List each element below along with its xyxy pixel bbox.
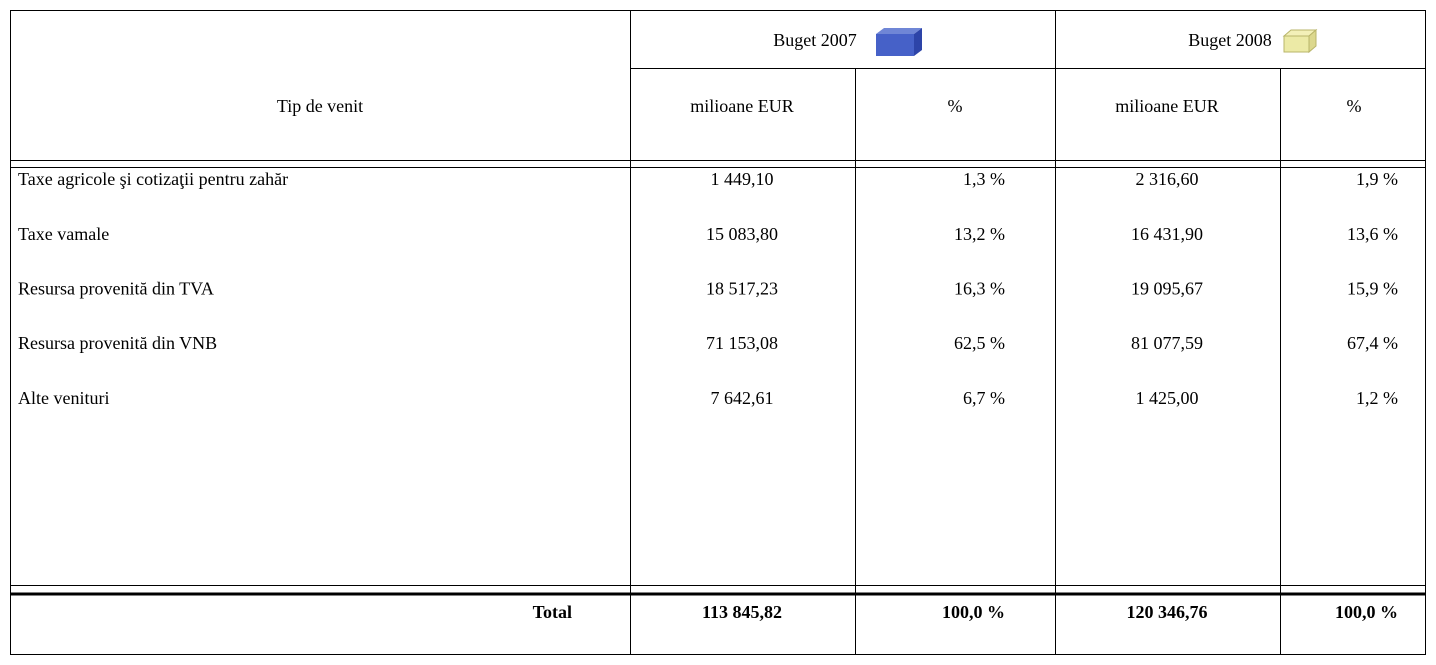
amount: 15 083,80 — [706, 224, 778, 244]
percent: 67,4 % — [1347, 333, 1398, 353]
percent: 1,3 % — [963, 169, 1005, 189]
row-label: Resursa provenită din VNB — [18, 333, 217, 353]
amount: 19 095,67 — [1131, 279, 1203, 299]
amount: 71 153,08 — [706, 333, 778, 353]
amount: 18 517,23 — [706, 279, 778, 299]
column-header: milioane EUR — [1115, 96, 1218, 116]
amount: 7 642,61 — [711, 388, 774, 408]
row-label: Taxe vamale — [18, 224, 109, 244]
table-border — [10, 10, 1426, 655]
percent: 62,5 % — [954, 333, 1005, 353]
total-amount: 120 346,76 — [1127, 602, 1208, 622]
row-label: Resursa provenită din TVA — [18, 279, 214, 299]
total-label: Total — [533, 602, 572, 622]
percent: 13,6 % — [1347, 224, 1398, 244]
amount: 2 316,60 — [1136, 169, 1199, 189]
column-header: % — [1347, 96, 1362, 116]
header-label: Tip de venit — [277, 96, 363, 116]
amount: 1 425,00 — [1136, 388, 1199, 408]
cube-yellow — [1282, 28, 1318, 54]
percent: 1,9 % — [1356, 169, 1398, 189]
column-header: % — [948, 96, 963, 116]
row-label: Alte venituri — [18, 388, 109, 408]
group-title: Buget 2007 — [773, 30, 857, 50]
amount: 81 077,59 — [1131, 333, 1203, 353]
total-percent: 100,0 % — [942, 602, 1005, 622]
cube-blue — [876, 28, 922, 56]
percent: 15,9 % — [1347, 279, 1398, 299]
total-percent: 100,0 % — [1335, 602, 1398, 622]
percent: 6,7 % — [963, 388, 1005, 408]
column-header: milioane EUR — [690, 96, 793, 116]
percent: 13,2 % — [954, 224, 1005, 244]
amount: 1 449,10 — [711, 169, 774, 189]
amount: 16 431,90 — [1131, 224, 1203, 244]
percent: 1,2 % — [1356, 388, 1398, 408]
percent: 16,3 % — [954, 279, 1005, 299]
row-label: Taxe agricole şi cotizaţii pentru zahăr — [18, 169, 288, 189]
total-amount: 113 845,82 — [702, 602, 782, 622]
group-title: Buget 2008 — [1188, 30, 1272, 50]
